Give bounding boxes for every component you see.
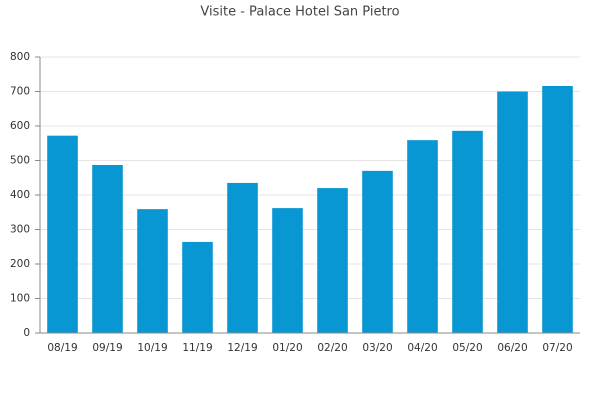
chart-title: Visite - Palace Hotel San Pietro [200,5,399,20]
bar [407,140,438,333]
x-tick-label: 09/19 [92,342,122,354]
bar [182,241,213,333]
x-tick-label: 04/20 [407,342,437,354]
y-tick-label: 600 [10,120,30,132]
x-tick-label: 03/20 [362,342,392,354]
x-tick-label: 10/19 [137,342,167,354]
y-tick-label: 800 [10,51,30,63]
x-tick-label: 11/19 [182,342,212,354]
bar [137,209,168,333]
y-tick-label: 0 [23,327,30,339]
y-tick-label: 500 [10,155,30,167]
x-tick-label: 06/20 [497,342,527,354]
x-tick-label: 01/20 [272,342,302,354]
bar [272,208,303,333]
bar [92,164,123,333]
bar [317,188,348,333]
y-tick-label: 300 [10,224,30,236]
y-tick-label: 400 [10,189,30,201]
bar [362,170,393,333]
x-tick-label: 05/20 [452,342,482,354]
y-tick-label: 700 [10,86,30,98]
bar [542,85,573,333]
bar [227,182,258,333]
y-tick-label: 100 [10,293,30,305]
bar [497,91,528,333]
x-tick-label: 02/20 [317,342,347,354]
y-tick-label: 200 [10,258,30,270]
x-tick-label: 07/20 [542,342,572,354]
x-tick-label: 12/19 [227,342,257,354]
x-tick-label: 08/19 [47,342,77,354]
bar [47,135,78,333]
bar [452,130,483,333]
